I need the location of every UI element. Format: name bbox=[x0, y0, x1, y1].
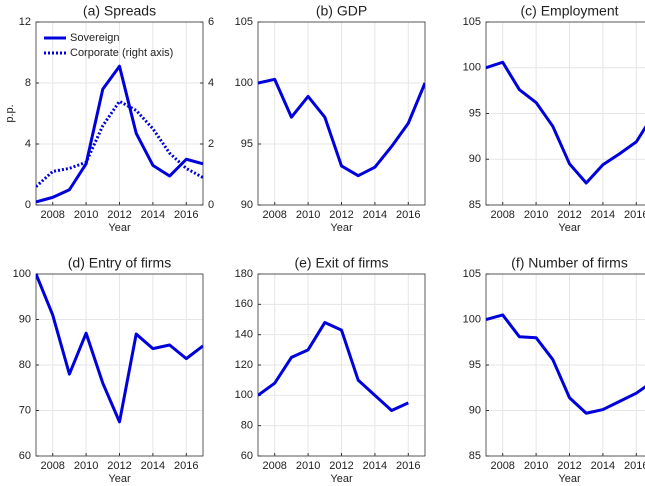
x-tick-label: 2014 bbox=[363, 209, 387, 221]
x-tick-label: 2014 bbox=[363, 460, 387, 472]
axes-box bbox=[35, 273, 204, 457]
x-tick-label: 2016 bbox=[396, 460, 420, 472]
x-tick-label: 2010 bbox=[74, 209, 98, 221]
y-tick-label: 100 bbox=[235, 77, 253, 89]
x-tick-label: 2008 bbox=[262, 209, 286, 221]
x-tick-label: 2014 bbox=[141, 460, 165, 472]
chart-title: (f) Number of firms bbox=[511, 255, 628, 271]
y-tick-label: 90 bbox=[469, 153, 481, 165]
y-tick-label: 60 bbox=[19, 450, 31, 462]
x-tick-label: 2012 bbox=[329, 460, 353, 472]
x-tick-label: 2010 bbox=[524, 460, 548, 472]
chart-title: (d) Entry of firms bbox=[68, 255, 171, 271]
x-tick-label: 2016 bbox=[396, 209, 420, 221]
panel: 2008 2010 2012 2014 2016 85 90 95 100 105 (f) Numb… bbox=[463, 255, 645, 485]
x-tick-label: 2016 bbox=[624, 460, 645, 472]
x-axis-label: Year bbox=[108, 473, 131, 485]
y-tick-label: 90 bbox=[241, 199, 253, 211]
x-axis-label: Year bbox=[108, 222, 131, 234]
y-tick-label: 100 bbox=[463, 313, 481, 325]
series-line bbox=[258, 77, 425, 178]
y-tick-label: 95 bbox=[469, 359, 481, 371]
y2-tick-label: 2 bbox=[208, 138, 214, 150]
y-tick-label: 70 bbox=[19, 404, 31, 416]
x-tick-label: 2010 bbox=[296, 460, 320, 472]
y2-tick-label: 0 bbox=[208, 199, 214, 211]
y-tick-label: 100 bbox=[235, 389, 253, 401]
y-tick-label: 105 bbox=[463, 268, 481, 280]
legend-label: Sovereign bbox=[70, 32, 120, 44]
y2-tick-label: 4 bbox=[208, 77, 214, 89]
chart-title: (e) Exit of firms bbox=[294, 255, 388, 271]
x-tick-label: 2012 bbox=[557, 209, 581, 221]
x-tick-label: 2008 bbox=[40, 460, 64, 472]
axes-box bbox=[35, 21, 204, 206]
series-line bbox=[36, 64, 203, 204]
chart-title: (b) GDP bbox=[316, 3, 367, 19]
y-tick-label: 8 bbox=[25, 77, 31, 89]
y-tick-label: 0 bbox=[25, 199, 31, 211]
x-tick-label: 2012 bbox=[107, 209, 131, 221]
x-tick-label: 2012 bbox=[557, 460, 581, 472]
y-tick-label: 90 bbox=[19, 313, 31, 325]
series-line bbox=[36, 99, 203, 188]
panel: 2008 2010 2012 2014 2016 85 90 95 100 105 (c) Empl… bbox=[463, 3, 645, 234]
x-axis-label: Year bbox=[558, 222, 581, 234]
x-tick-label: 2016 bbox=[624, 209, 645, 221]
x-tick-label: 2008 bbox=[40, 209, 64, 221]
axes-box bbox=[257, 273, 426, 457]
chart-title: (c) Employment bbox=[520, 3, 618, 19]
y-tick-label: 100 bbox=[13, 268, 31, 280]
y-tick-label: 95 bbox=[241, 138, 253, 150]
chart-title: (a) Spreads bbox=[83, 3, 156, 19]
x-tick-label: 2008 bbox=[490, 460, 514, 472]
x-tick-label: 2012 bbox=[329, 209, 353, 221]
x-tick-label: 2016 bbox=[174, 209, 198, 221]
x-tick-label: 2010 bbox=[524, 209, 548, 221]
x-axis-label: Year bbox=[330, 473, 353, 485]
x-tick-label: 2008 bbox=[262, 460, 286, 472]
x-axis-label: Year bbox=[330, 222, 353, 234]
y-tick-label: 180 bbox=[235, 268, 253, 280]
x-tick-label: 2008 bbox=[490, 209, 514, 221]
y-tick-label: 140 bbox=[235, 329, 253, 341]
panel: 2008 2010 2012 2014 2016 60 80 100 120 140 160 180 (… bbox=[235, 255, 426, 485]
axes-box bbox=[485, 21, 645, 206]
y2-tick-label: 6 bbox=[208, 16, 214, 28]
x-axis-label: Year bbox=[558, 473, 581, 485]
y-axis-label: p.p. bbox=[4, 104, 16, 122]
series-line bbox=[486, 60, 645, 185]
y-tick-label: 12 bbox=[19, 16, 31, 28]
y-tick-label: 95 bbox=[469, 107, 481, 119]
y-tick-label: 80 bbox=[241, 420, 253, 432]
x-tick-label: 2014 bbox=[591, 209, 615, 221]
y-tick-label: 160 bbox=[235, 298, 253, 310]
y-tick-label: 4 bbox=[25, 138, 31, 150]
axes-box bbox=[257, 21, 426, 206]
y-tick-label: 120 bbox=[235, 359, 253, 371]
y-tick-label: 100 bbox=[463, 62, 481, 74]
x-tick-label: 2012 bbox=[107, 460, 131, 472]
x-tick-label: 2014 bbox=[591, 460, 615, 472]
series-line bbox=[258, 321, 409, 412]
y-tick-label: 85 bbox=[469, 199, 481, 211]
y-tick-label: 85 bbox=[469, 450, 481, 462]
series-line bbox=[36, 273, 203, 424]
y-tick-label: 105 bbox=[463, 16, 481, 28]
x-tick-label: 2014 bbox=[141, 209, 165, 221]
legend-label: Corporate (right axis) bbox=[70, 47, 173, 59]
y-tick-label: 80 bbox=[19, 359, 31, 371]
x-tick-label: 2010 bbox=[296, 209, 320, 221]
panel: 2008 2010 2012 2014 2016 0 4 8 12 0 2 4 6 Sovereign Co… bbox=[4, 3, 214, 234]
panel: 2008 2010 2012 2014 2016 60 70 80 90 100 (d) Entry… bbox=[13, 255, 204, 485]
x-tick-label: 2016 bbox=[174, 460, 198, 472]
y-tick-label: 60 bbox=[241, 450, 253, 462]
panel: 2008 2010 2012 2014 2016 90 95 100 105 (b) GDP Yea… bbox=[235, 3, 426, 234]
series-line bbox=[486, 313, 645, 415]
y-tick-label: 105 bbox=[235, 16, 253, 28]
x-tick-label: 2010 bbox=[74, 460, 98, 472]
y-tick-label: 90 bbox=[469, 404, 481, 416]
axes-box bbox=[485, 273, 645, 457]
